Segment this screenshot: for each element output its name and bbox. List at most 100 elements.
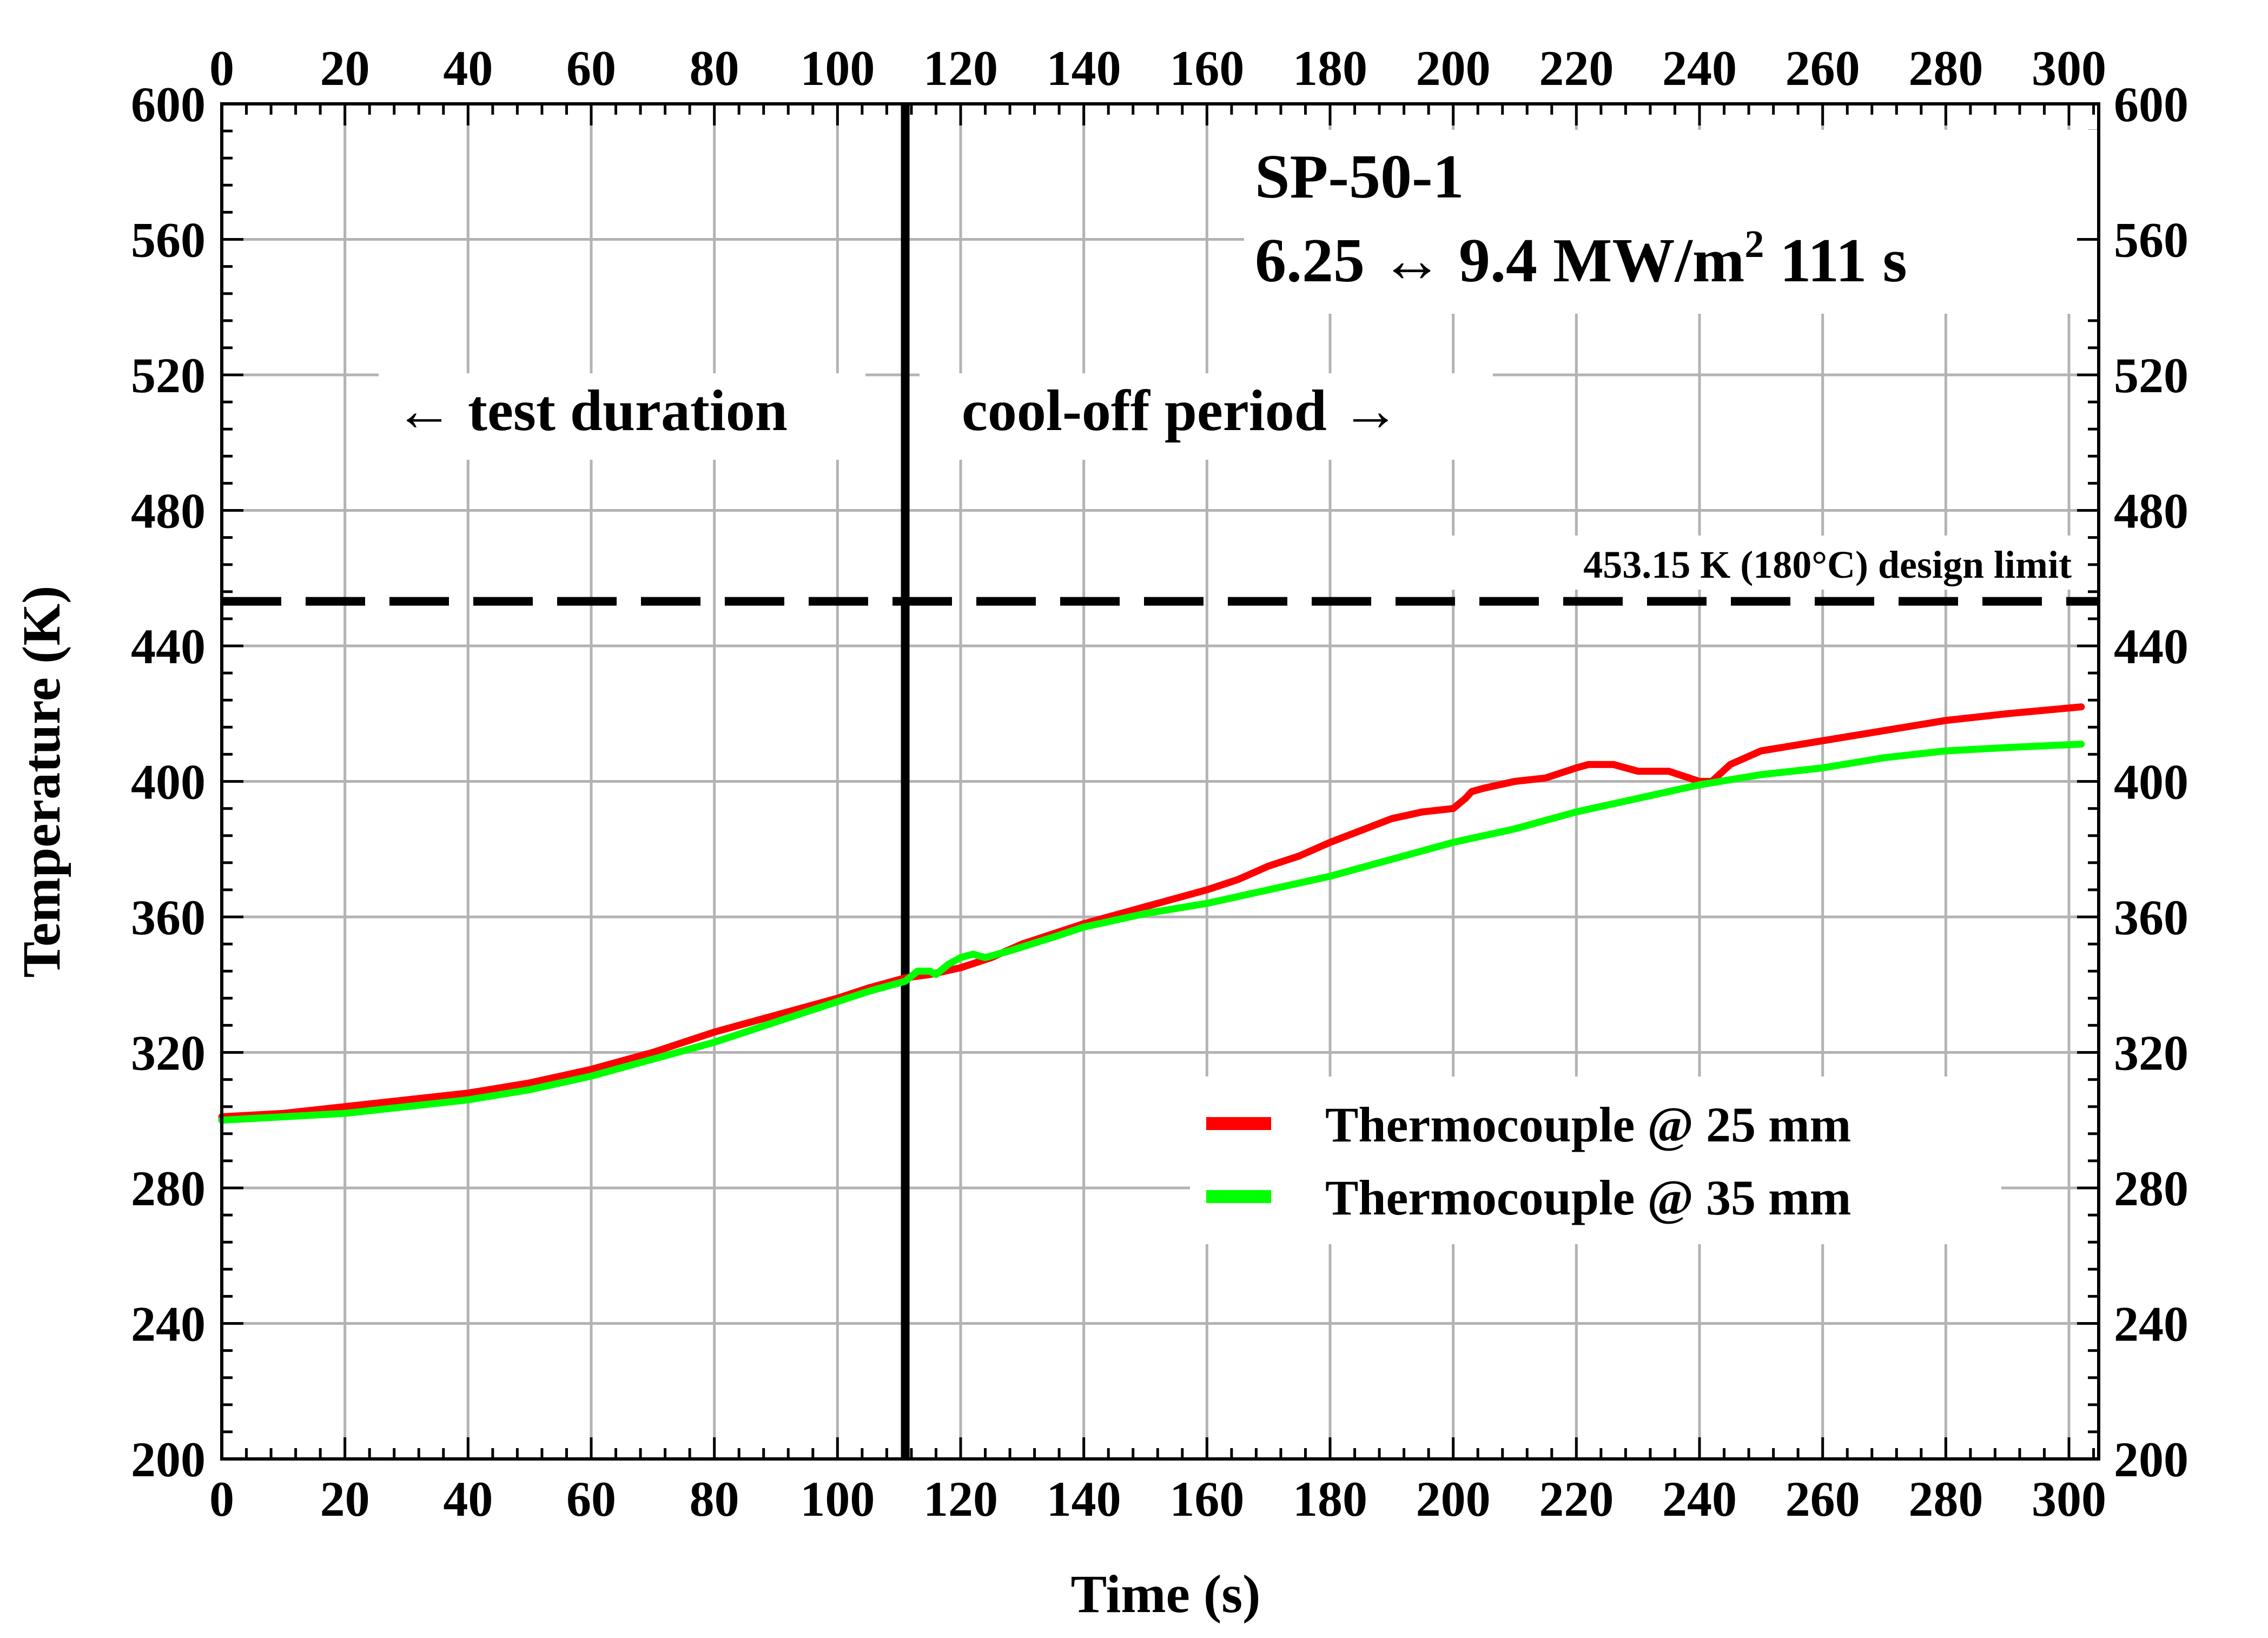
x-tick-label-top: 280 (1908, 41, 1983, 96)
y-tick-label: 600 (131, 77, 206, 132)
data-point-35mm (945, 961, 952, 968)
data-point-35mm (2078, 741, 2085, 748)
data-point-35mm (465, 1097, 472, 1104)
data-point-25mm (1585, 761, 1592, 768)
data-point-25mm (1542, 775, 1549, 782)
data-point-35mm (1142, 910, 1149, 917)
data-point-25mm (1388, 815, 1395, 822)
x-tick-label: 260 (1786, 1471, 1860, 1527)
annotation-test-duration: ← test duration (395, 379, 788, 443)
data-point-35mm (1511, 825, 1518, 833)
y-tick-label: 200 (131, 1432, 206, 1487)
data-point-25mm (1480, 785, 1487, 792)
x-tick-label-top: 300 (2032, 41, 2106, 96)
data-point-35mm (2004, 744, 2011, 751)
x-tick-label: 160 (1169, 1471, 1244, 1527)
x-tick-label-top: 40 (443, 41, 493, 96)
design-limit-label: 453.15 K (180°C) design limit (1583, 543, 2072, 586)
data-point-35mm (403, 1103, 410, 1110)
y-tick-label: 280 (131, 1161, 206, 1216)
y-tick-label-right: 280 (2114, 1161, 2188, 1216)
data-point-25mm (526, 1079, 533, 1086)
data-point-25mm (1142, 903, 1149, 910)
y-tick-label-right: 320 (2114, 1026, 2188, 1081)
data-point-25mm (1665, 768, 1672, 775)
subtitle-main: 6.25 ↔ 9.4 MW/m (1255, 226, 1744, 295)
y-tick-label: 320 (131, 1026, 206, 1081)
x-tick-label: 140 (1047, 1471, 1121, 1527)
data-point-25mm (1635, 768, 1642, 775)
data-point-35mm (711, 1039, 718, 1046)
data-point-35mm (933, 971, 940, 978)
x-tick-label-top: 240 (1662, 41, 1737, 96)
data-point-35mm (1450, 839, 1457, 846)
x-tick-label: 100 (800, 1471, 875, 1527)
data-point-25mm (1757, 748, 1764, 755)
y-tick-label: 400 (131, 755, 206, 810)
data-point-25mm (1610, 761, 1617, 768)
data-point-35mm (1204, 900, 1211, 907)
x-tick-label-top: 260 (1786, 41, 1860, 96)
data-point-35mm (957, 954, 964, 961)
data-point-25mm (1462, 795, 1469, 802)
data-point-35mm (982, 954, 989, 961)
y-tick-label-right: 520 (2114, 348, 2188, 403)
data-point-25mm (1819, 737, 1826, 744)
x-tick-label-top: 20 (320, 41, 370, 96)
data-point-25mm (1296, 853, 1303, 860)
x-tick-label: 280 (1908, 1471, 1983, 1527)
data-point-35mm (1635, 795, 1642, 802)
x-tick-label-top: 220 (1539, 41, 1614, 96)
data-point-25mm (1727, 761, 1734, 768)
title-bg (1244, 130, 2099, 314)
data-point-25mm (1942, 717, 1949, 724)
data-point-35mm (1080, 923, 1087, 930)
data-point-35mm (1327, 873, 1333, 880)
data-point-25mm (1234, 876, 1241, 883)
x-tick-label-top: 120 (923, 41, 998, 96)
x-tick-label: 20 (320, 1471, 370, 1527)
tick-label-layer: 0 0 20 20 40 40 60 60 80 80 100 100 120 120 140 140 160 1… (131, 41, 2188, 1527)
data-point-35mm (927, 968, 934, 975)
y-tick-label: 240 (131, 1297, 206, 1352)
series-layer (218, 703, 2085, 1124)
data-point-25mm (1327, 839, 1333, 846)
data-point-25mm (711, 1028, 718, 1035)
y-tick-label-right: 480 (2114, 484, 2188, 539)
data-point-35mm (588, 1073, 594, 1080)
data-point-35mm (1265, 886, 1272, 893)
legend-box (1190, 1076, 2001, 1244)
subtitle-tail: 111 s (1764, 226, 1907, 295)
data-point-35mm (1942, 748, 1949, 755)
y-tick-label: 560 (131, 213, 206, 268)
y-tick-label: 520 (131, 348, 206, 403)
x-tick-label-top: 160 (1169, 41, 1244, 96)
limit-label-bg (1433, 536, 2082, 590)
data-point-35mm (1388, 856, 1395, 863)
y-tick-label-right: 360 (2114, 890, 2188, 945)
x-tick-label: 80 (690, 1471, 739, 1527)
data-point-25mm (1204, 886, 1211, 893)
data-point-25mm (772, 1012, 779, 1019)
data-point-35mm (834, 998, 841, 1005)
x-tick-label: 60 (566, 1471, 616, 1527)
x-tick-label: 200 (1416, 1471, 1491, 1527)
y-tick-label-right: 400 (2114, 755, 2188, 810)
y-tick-label-right: 200 (2114, 1432, 2188, 1487)
x-tick-label-top: 100 (800, 41, 875, 96)
x-tick-label: 220 (1539, 1471, 1614, 1527)
reference-lines (222, 104, 2099, 1459)
data-point-35mm (772, 1019, 779, 1026)
x-tick-label-top: 0 (209, 41, 234, 96)
y-tick-label: 360 (131, 890, 206, 945)
data-point-25mm (403, 1097, 410, 1104)
x-tick-label-top: 180 (1293, 41, 1367, 96)
y-axis-title: Temperature (K) (11, 586, 71, 978)
data-point-35mm (969, 950, 976, 957)
x-tick-label: 120 (923, 1471, 998, 1527)
y-tick-label-right: 560 (2114, 213, 2188, 268)
legend-label-25mm: Thermocouple @ 25 mm (1325, 1097, 1851, 1152)
x-tick-label-top: 60 (566, 41, 616, 96)
data-point-35mm (1881, 754, 1888, 761)
